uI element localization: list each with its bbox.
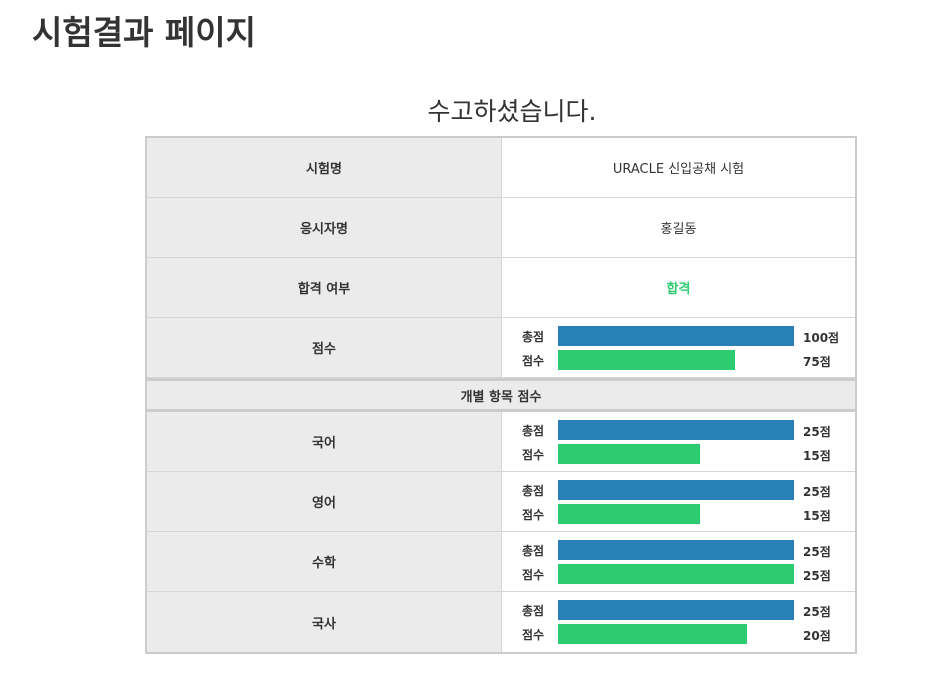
subject-score-value: 20점 xyxy=(803,629,831,643)
subject-total-value: 25점 xyxy=(803,425,831,439)
exam-name-value: URACLE 신입공채 시험 xyxy=(612,162,745,177)
subject-score-cell: 총점 25점 점수 15점 xyxy=(502,472,855,531)
subject-total-bar xyxy=(558,420,794,440)
subject-row: 수학 총점 25점 점수 25점 xyxy=(147,532,855,592)
greeting-text: 수고하셨습니다. xyxy=(427,97,597,126)
subject-total-bar xyxy=(558,540,794,560)
subject-row: 국사 총점 25점 점수 20점 xyxy=(147,592,855,652)
candidate-row: 응시자명 홍길동 xyxy=(147,198,855,258)
subject-rows: 국어 총점 25점 점수 15점 영어 총점 xyxy=(147,412,855,652)
exam-name-label: 시험명 xyxy=(147,138,502,197)
subject-total-value: 25점 xyxy=(803,605,831,619)
page-title: 시험결과 페이지 xyxy=(32,13,257,52)
subject-score-bar xyxy=(558,444,700,464)
total-bar-label: 총점 xyxy=(522,544,545,558)
subject-score-value: 25점 xyxy=(803,569,831,583)
overall-score-bar xyxy=(558,350,735,370)
exam-name-row: 시험명 URACLE 신입공채 시험 xyxy=(147,138,855,198)
subject-total-bar xyxy=(558,600,794,620)
subject-name: 국어 xyxy=(147,412,502,471)
subject-score-value: 15점 xyxy=(803,509,831,523)
pass-row: 합격 여부 합격 xyxy=(147,258,855,318)
total-bar-label: 총점 xyxy=(522,330,545,344)
candidate-value: 홍길동 xyxy=(660,222,697,237)
overall-score-row: 점수 총점 100점 점수 75점 xyxy=(147,318,855,378)
total-bar-label: 총점 xyxy=(522,484,545,498)
overall-total-line: 총점 100점 xyxy=(522,326,842,346)
subject-row: 영어 총점 25점 점수 15점 xyxy=(147,472,855,532)
overall-score-cell: 총점 100점 점수 75점 xyxy=(502,318,855,377)
section-header: 개별 항목 점수 xyxy=(147,378,855,412)
subject-total-line: 총점 25점 xyxy=(522,420,842,440)
score-bar-label: 점수 xyxy=(522,508,545,522)
subject-score-value: 15점 xyxy=(803,449,831,463)
subject-score-line: 점수 15점 xyxy=(522,504,842,524)
subject-score-bar xyxy=(558,564,794,584)
subject-total-line: 총점 25점 xyxy=(522,600,842,620)
total-bar-label: 총점 xyxy=(522,424,545,438)
score-bar-label: 점수 xyxy=(522,354,545,368)
subject-score-bar xyxy=(558,504,700,524)
overall-score-value: 75점 xyxy=(803,355,831,369)
subject-score-bars: 총점 25점 점수 15점 xyxy=(522,478,842,526)
subject-name: 국사 xyxy=(147,592,502,652)
subject-score-line: 점수 15점 xyxy=(522,444,842,464)
subject-name: 수학 xyxy=(147,532,502,591)
subject-total-value: 25점 xyxy=(803,485,831,499)
result-table: 시험명 URACLE 신입공채 시험 응시자명 홍길동 합격 여부 합격 점수 … xyxy=(145,136,857,654)
subject-name: 영어 xyxy=(147,472,502,531)
subject-score-bars: 총점 25점 점수 25점 xyxy=(522,538,842,586)
overall-total-bar xyxy=(558,326,794,346)
subject-score-line: 점수 20점 xyxy=(522,624,842,644)
overall-score-bars: 총점 100점 점수 75점 xyxy=(522,324,842,372)
overall-score-line: 점수 75점 xyxy=(522,350,842,370)
score-bar-label: 점수 xyxy=(522,448,545,462)
candidate-label: 응시자명 xyxy=(147,198,502,257)
subject-total-line: 총점 25점 xyxy=(522,540,842,560)
score-bar-label: 점수 xyxy=(522,568,545,582)
subject-total-value: 25점 xyxy=(803,545,831,559)
subject-score-bars: 총점 25점 점수 15점 xyxy=(522,418,842,466)
pass-label: 합격 여부 xyxy=(147,258,502,317)
total-bar-label: 총점 xyxy=(522,604,545,618)
overall-total-value: 100점 xyxy=(803,331,840,345)
subject-score-cell: 총점 25점 점수 15점 xyxy=(502,412,855,471)
subject-score-line: 점수 25점 xyxy=(522,564,842,584)
pass-status: 합격 xyxy=(666,282,691,297)
subject-total-bar xyxy=(558,480,794,500)
subject-score-cell: 총점 25점 점수 25점 xyxy=(502,532,855,591)
subject-score-bar xyxy=(558,624,747,644)
subject-score-cell: 총점 25점 점수 20점 xyxy=(502,592,855,652)
score-bar-label: 점수 xyxy=(522,628,545,642)
subject-row: 국어 총점 25점 점수 15점 xyxy=(147,412,855,472)
overall-score-label: 점수 xyxy=(147,318,502,377)
subject-total-line: 총점 25점 xyxy=(522,480,842,500)
subject-score-bars: 총점 25점 점수 20점 xyxy=(522,598,842,646)
